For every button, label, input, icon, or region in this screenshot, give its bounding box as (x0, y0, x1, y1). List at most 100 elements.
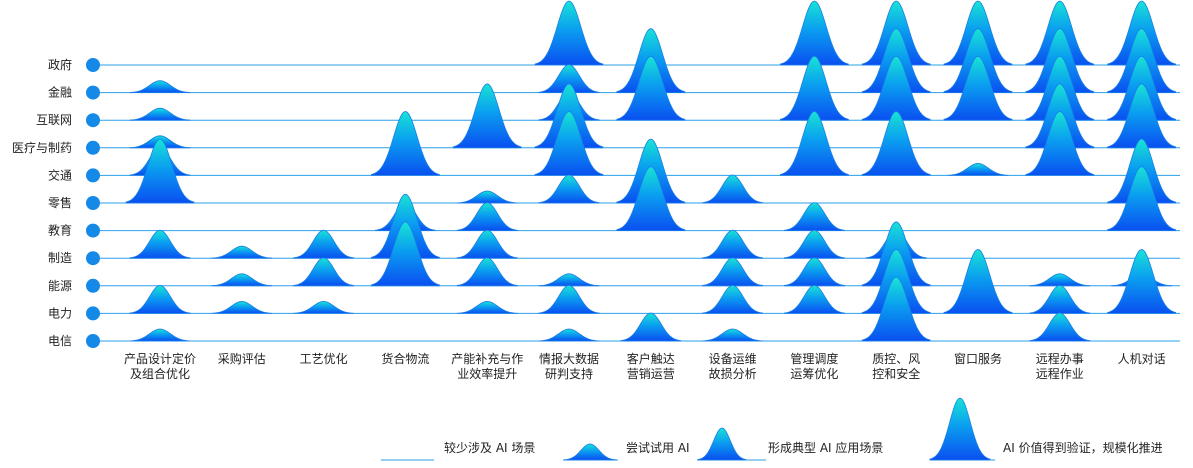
peak-mark (861, 276, 931, 342)
row-marker-dot (86, 334, 100, 348)
row-marker-dot (86, 223, 100, 238)
peak-mark (702, 328, 763, 342)
row-label: 零售 (48, 195, 72, 210)
row-label: 政府 (48, 57, 72, 72)
peak-mark (293, 257, 354, 287)
legend-label: 形成典型 AI 应用场景 (768, 440, 883, 455)
ridge-row: 电信 (48, 276, 1180, 348)
peak-mark (616, 55, 686, 121)
peak-mark (125, 138, 195, 204)
peak-mark (784, 202, 845, 231)
column-label: 设备运维故损分析 (709, 352, 757, 381)
peak-mark (616, 166, 686, 231)
peak-mark (861, 55, 931, 121)
peak-mark (534, 110, 604, 176)
legend: 较少涉及 AI 场景 尝试试用 AI 形成典型 AI 应用场景 AI 价值得到验证，规… (381, 397, 1163, 461)
peak-mark (1029, 312, 1091, 342)
row-marker-dot (86, 278, 100, 293)
peak-mark (1107, 83, 1176, 149)
peak-mark (538, 174, 600, 204)
column-label: 质控、风控和安全 (872, 352, 920, 381)
peak-mark (371, 221, 440, 287)
column-label: 管理调度运筹优化 (790, 351, 838, 381)
column-label: 客户触达营销运营 (627, 351, 675, 381)
column-label: 窗口服务 (954, 351, 1002, 366)
row-label: 互联网 (36, 113, 72, 127)
peak-mark (702, 174, 763, 204)
legend-item: 形成典型 AI 应用场景 (697, 427, 883, 461)
peak-mark (456, 190, 518, 204)
peak-mark (1107, 166, 1176, 231)
ridge-row: 教育 (48, 166, 1180, 238)
legend-label: 较少涉及 AI 场景 (444, 440, 535, 455)
peak-mark (702, 284, 763, 314)
peak-mark (943, 55, 1013, 121)
peak-mark (1107, 248, 1176, 314)
peak-mark (211, 273, 273, 287)
peak-mark (861, 110, 931, 176)
row-label: 教育 (48, 223, 72, 238)
peak-mark (702, 229, 763, 259)
legend-item: 较少涉及 AI 场景 (381, 440, 535, 461)
peak-mark (293, 300, 354, 314)
peak-mark (456, 229, 518, 259)
ridge-row: 制造 (48, 193, 1180, 266)
ridge-row: 交通 (48, 110, 1180, 183)
row-label: 金融 (48, 85, 72, 100)
peak-mark (1025, 110, 1095, 176)
column-label: 远程办事远程作业 (1036, 351, 1084, 381)
legend-peak-swatch (697, 427, 747, 461)
legend-item: 尝试试用 AI (563, 440, 690, 461)
ridge-row: 政府 (48, 0, 1180, 72)
peak-mark (129, 284, 191, 314)
legend-label: AI 价值得到验证，规模化推进 (1003, 440, 1163, 455)
peak-mark (129, 229, 191, 259)
column-label: 产品设计定价及组合优化 (124, 351, 196, 381)
peak-mark (534, 0, 604, 66)
column-label: 工艺优化 (300, 352, 348, 366)
peak-mark (456, 257, 518, 287)
row-marker-dot (86, 251, 100, 266)
column-label: 货合物流 (381, 351, 429, 366)
legend-label: 尝试试用 AI (626, 440, 690, 455)
legend-peak-swatch (563, 443, 617, 461)
peak-mark (371, 110, 440, 176)
row-label: 能源 (48, 279, 72, 293)
peak-mark (129, 80, 191, 93)
row-marker-dot (86, 113, 100, 128)
row-label: 制造 (48, 251, 72, 265)
peak-mark (129, 107, 191, 121)
column-label: 人机对话 (1118, 352, 1166, 366)
peak-mark (456, 202, 518, 231)
row-marker-dot (86, 306, 100, 321)
peak-mark (211, 245, 273, 259)
row-marker-dot (86, 168, 100, 183)
peak-mark (702, 257, 763, 287)
peak-mark (456, 300, 518, 314)
peak-mark (784, 284, 845, 314)
peak-mark (780, 0, 849, 66)
column-labels: 产品设计定价及组合优化 采购评估 工艺优化 货合物流 产能补充与作业效率提升情报大数据研… (124, 351, 1166, 381)
peak-mark (538, 284, 600, 314)
row-marker-dot (86, 196, 100, 210)
peak-mark (293, 229, 354, 259)
peak-mark (943, 248, 1013, 314)
peak-mark (784, 229, 845, 259)
row-label: 电信 (48, 334, 72, 348)
peak-mark (784, 257, 845, 287)
column-label: 产能补充与作业效率提升 (451, 351, 523, 381)
row-label: 交通 (48, 167, 72, 182)
peak-mark (211, 300, 273, 314)
peak-mark (620, 312, 682, 342)
column-label: 采购评估 (218, 351, 266, 366)
legend-item: AI 价值得到验证，规模化推进 (929, 397, 1163, 461)
peak-mark (129, 328, 191, 342)
peak-mark (452, 83, 522, 149)
legend-peak-swatch (929, 397, 991, 461)
peak-mark (947, 162, 1009, 176)
peak-mark (1029, 284, 1091, 314)
row-label: 医疗与制药 (12, 141, 72, 155)
peak-mark (1029, 273, 1091, 287)
peak-mark (538, 273, 600, 287)
